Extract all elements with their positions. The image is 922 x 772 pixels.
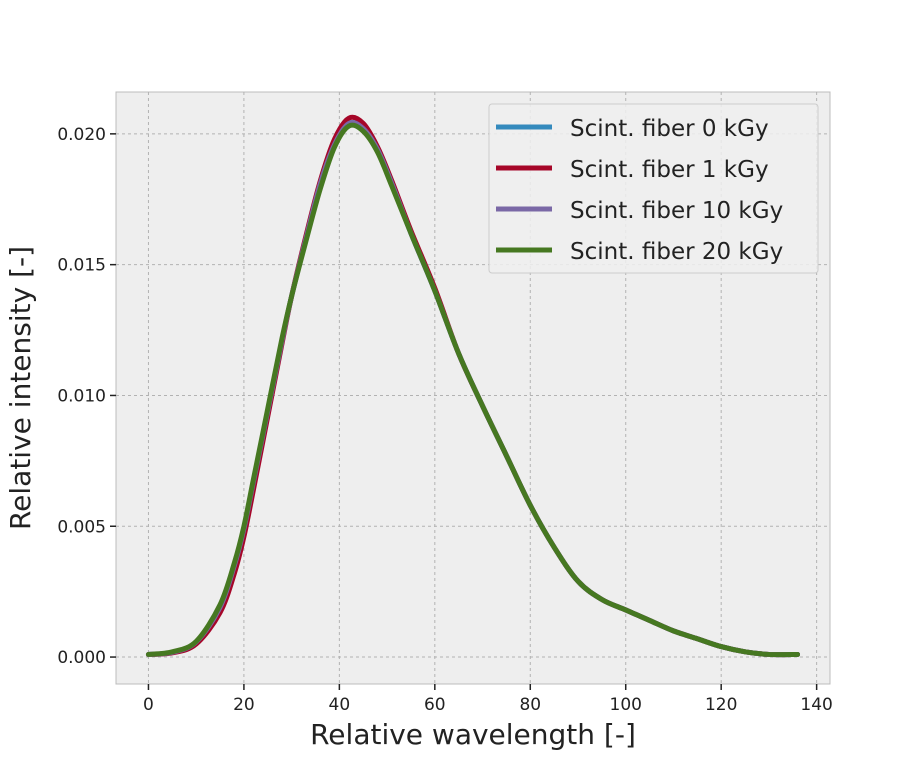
y-tick-label: 0.015 <box>57 256 106 276</box>
legend-label: Scint. fiber 20 kGy <box>570 239 783 265</box>
legend-label: Scint. fiber 10 kGy <box>570 198 783 224</box>
y-tick-label: 0.020 <box>57 125 106 145</box>
legend-box <box>488 103 819 274</box>
series-line-3 <box>145 122 801 658</box>
legend-label: Scint. fiber 0 kGy <box>570 116 769 142</box>
x-tick-label: 20 <box>233 695 255 715</box>
x-tick-label: 100 <box>610 695 642 715</box>
legend: Scint. fiber 0 kGy Scint. fiber 1 kGy Scin… <box>488 103 819 274</box>
x-tick-label: 140 <box>800 695 832 715</box>
y-axis-label: Relative intensity [-] <box>4 246 37 530</box>
x-tick-label: 0 <box>143 695 154 715</box>
y-tick-label: 0.010 <box>57 386 106 406</box>
series-lines <box>145 114 801 658</box>
x-axis-label: Relative wavelength [-] <box>310 718 636 751</box>
x-tick-label: 60 <box>424 695 446 715</box>
x-tick-label: 120 <box>705 695 737 715</box>
y-tick-label: 0.005 <box>57 517 106 537</box>
legend-label: Scint. fiber 1 kGy <box>570 157 769 183</box>
y-tick-label: 0.000 <box>57 648 106 668</box>
x-tick-label: 80 <box>519 695 541 715</box>
x-tick-label: 40 <box>329 695 351 715</box>
grid <box>116 92 830 684</box>
axis-ticks: 0 20 40 60 80 100 120 140 0.000 0.005 0.010 0.015 0.… <box>57 125 833 715</box>
